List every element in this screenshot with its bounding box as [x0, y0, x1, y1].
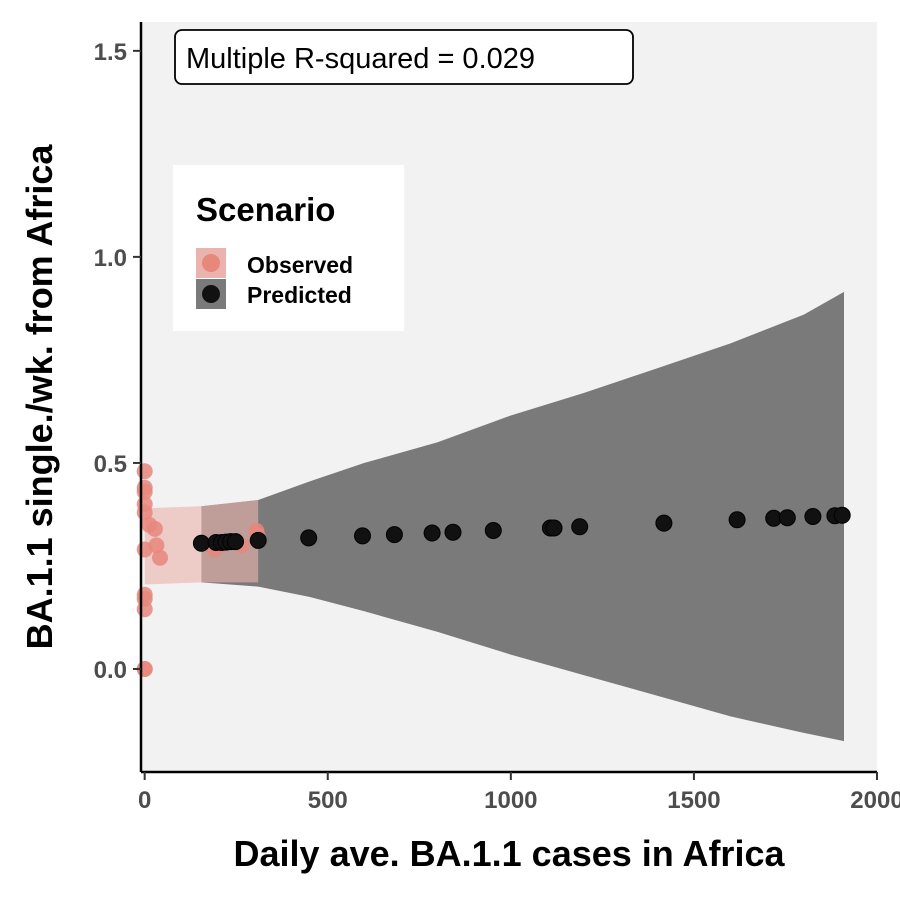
point-predicted — [655, 514, 673, 532]
legend-title: Scenario — [196, 191, 335, 228]
point-predicted — [192, 534, 210, 552]
r-squared-annotation: Multiple R-squared = 0.029 — [174, 29, 634, 85]
point-observed — [136, 463, 153, 480]
legend: Scenario Observed Predicted — [173, 165, 404, 331]
point-predicted — [385, 526, 403, 544]
point-predicted — [778, 509, 796, 527]
x-tick-label: 0 — [138, 787, 151, 814]
ribbon-predicted — [201, 291, 844, 742]
point-predicted — [484, 522, 502, 539]
x-tick-label: 1000 — [484, 787, 537, 814]
point-observed — [136, 601, 153, 618]
point-predicted — [227, 533, 244, 551]
y-tick-label: 1.0 — [94, 245, 127, 272]
annotation-text: Multiple R-squared = 0.029 — [186, 43, 535, 75]
point-predicted — [249, 531, 267, 549]
point-predicted — [728, 511, 746, 529]
x-tick-label: 500 — [308, 787, 348, 814]
x-tick-label: 2000 — [850, 787, 900, 814]
x-axis-ticks: 0 500 1000 1500 2000 — [138, 772, 900, 814]
annotation-box — [174, 29, 634, 85]
point-observed — [146, 520, 163, 537]
legend-label-observed: Observed — [247, 252, 353, 278]
y-tick-label: 0.0 — [94, 657, 127, 684]
point-predicted — [354, 527, 371, 545]
y-tick-label: 1.5 — [94, 39, 127, 66]
x-tick-label: 1500 — [667, 787, 720, 814]
legend-label-predicted: Predicted — [247, 282, 352, 308]
point-predicted — [300, 529, 318, 547]
point-predicted — [423, 524, 441, 542]
point-predicted — [833, 506, 851, 524]
point-observed — [152, 549, 168, 566]
x-axis-title: Daily ave. BA.1.1 cases in Africa — [234, 833, 786, 874]
point-predicted — [444, 523, 462, 541]
legend-key-predicted-point — [202, 285, 220, 303]
point-predicted — [545, 519, 563, 537]
y-axis-title: BA.1.1 single./wk. from Africa — [19, 144, 60, 650]
point-observed — [148, 537, 165, 554]
y-tick-label: 0.5 — [94, 451, 127, 478]
y-axis-ticks: 0.0 0.5 1.0 1.5 — [94, 39, 141, 684]
point-predicted — [571, 518, 589, 536]
legend-key-observed-point — [202, 254, 220, 272]
point-predicted — [804, 508, 822, 525]
